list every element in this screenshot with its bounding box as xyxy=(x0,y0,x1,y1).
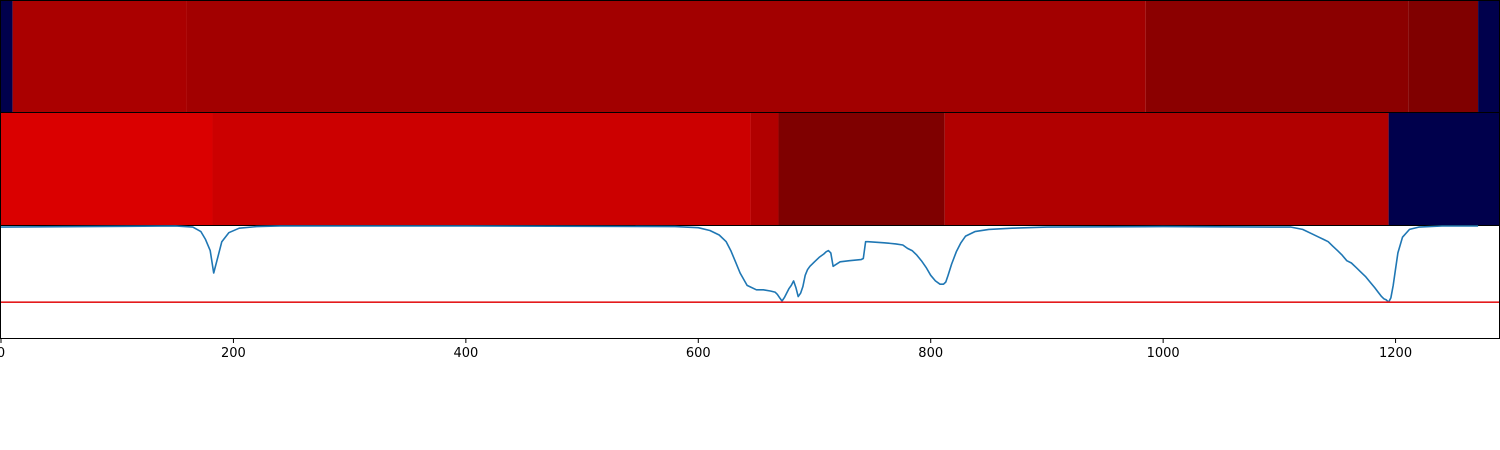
band-2-segment-1 xyxy=(1,113,213,225)
band-2-segment-5 xyxy=(944,113,1389,225)
band-2-segment-3 xyxy=(750,113,779,225)
signal-line-1 xyxy=(0,225,1479,304)
band-1-segment-1 xyxy=(1,1,13,112)
band-1-segment-5 xyxy=(1408,1,1479,112)
x-axis: 0 200 400 600 800 1000 1200 xyxy=(0,338,1412,361)
x-tick-label-800: 800 xyxy=(918,346,943,361)
x-tick-label-1000: 1000 xyxy=(1147,346,1180,361)
band-2-segment-4 xyxy=(778,113,945,225)
band-1-segment-4 xyxy=(1145,1,1409,112)
x-tick-label-200: 200 xyxy=(221,346,246,361)
band-1-segment-2 xyxy=(12,1,187,112)
band-2-segment-2 xyxy=(212,113,751,225)
band-1-segment-3 xyxy=(186,1,1146,112)
heatmap-bands xyxy=(0,0,1500,226)
signal-panel xyxy=(0,225,1500,339)
signal-panel-frame xyxy=(0,225,1500,339)
x-tick-label-400: 400 xyxy=(453,346,478,361)
x-tick-label-0: 0 xyxy=(0,346,5,361)
band-2-segment-6 xyxy=(1388,113,1499,225)
x-tick-label-1200: 1200 xyxy=(1379,346,1412,361)
band-1-segment-6 xyxy=(1478,1,1499,112)
x-tick-label-600: 600 xyxy=(686,346,711,361)
